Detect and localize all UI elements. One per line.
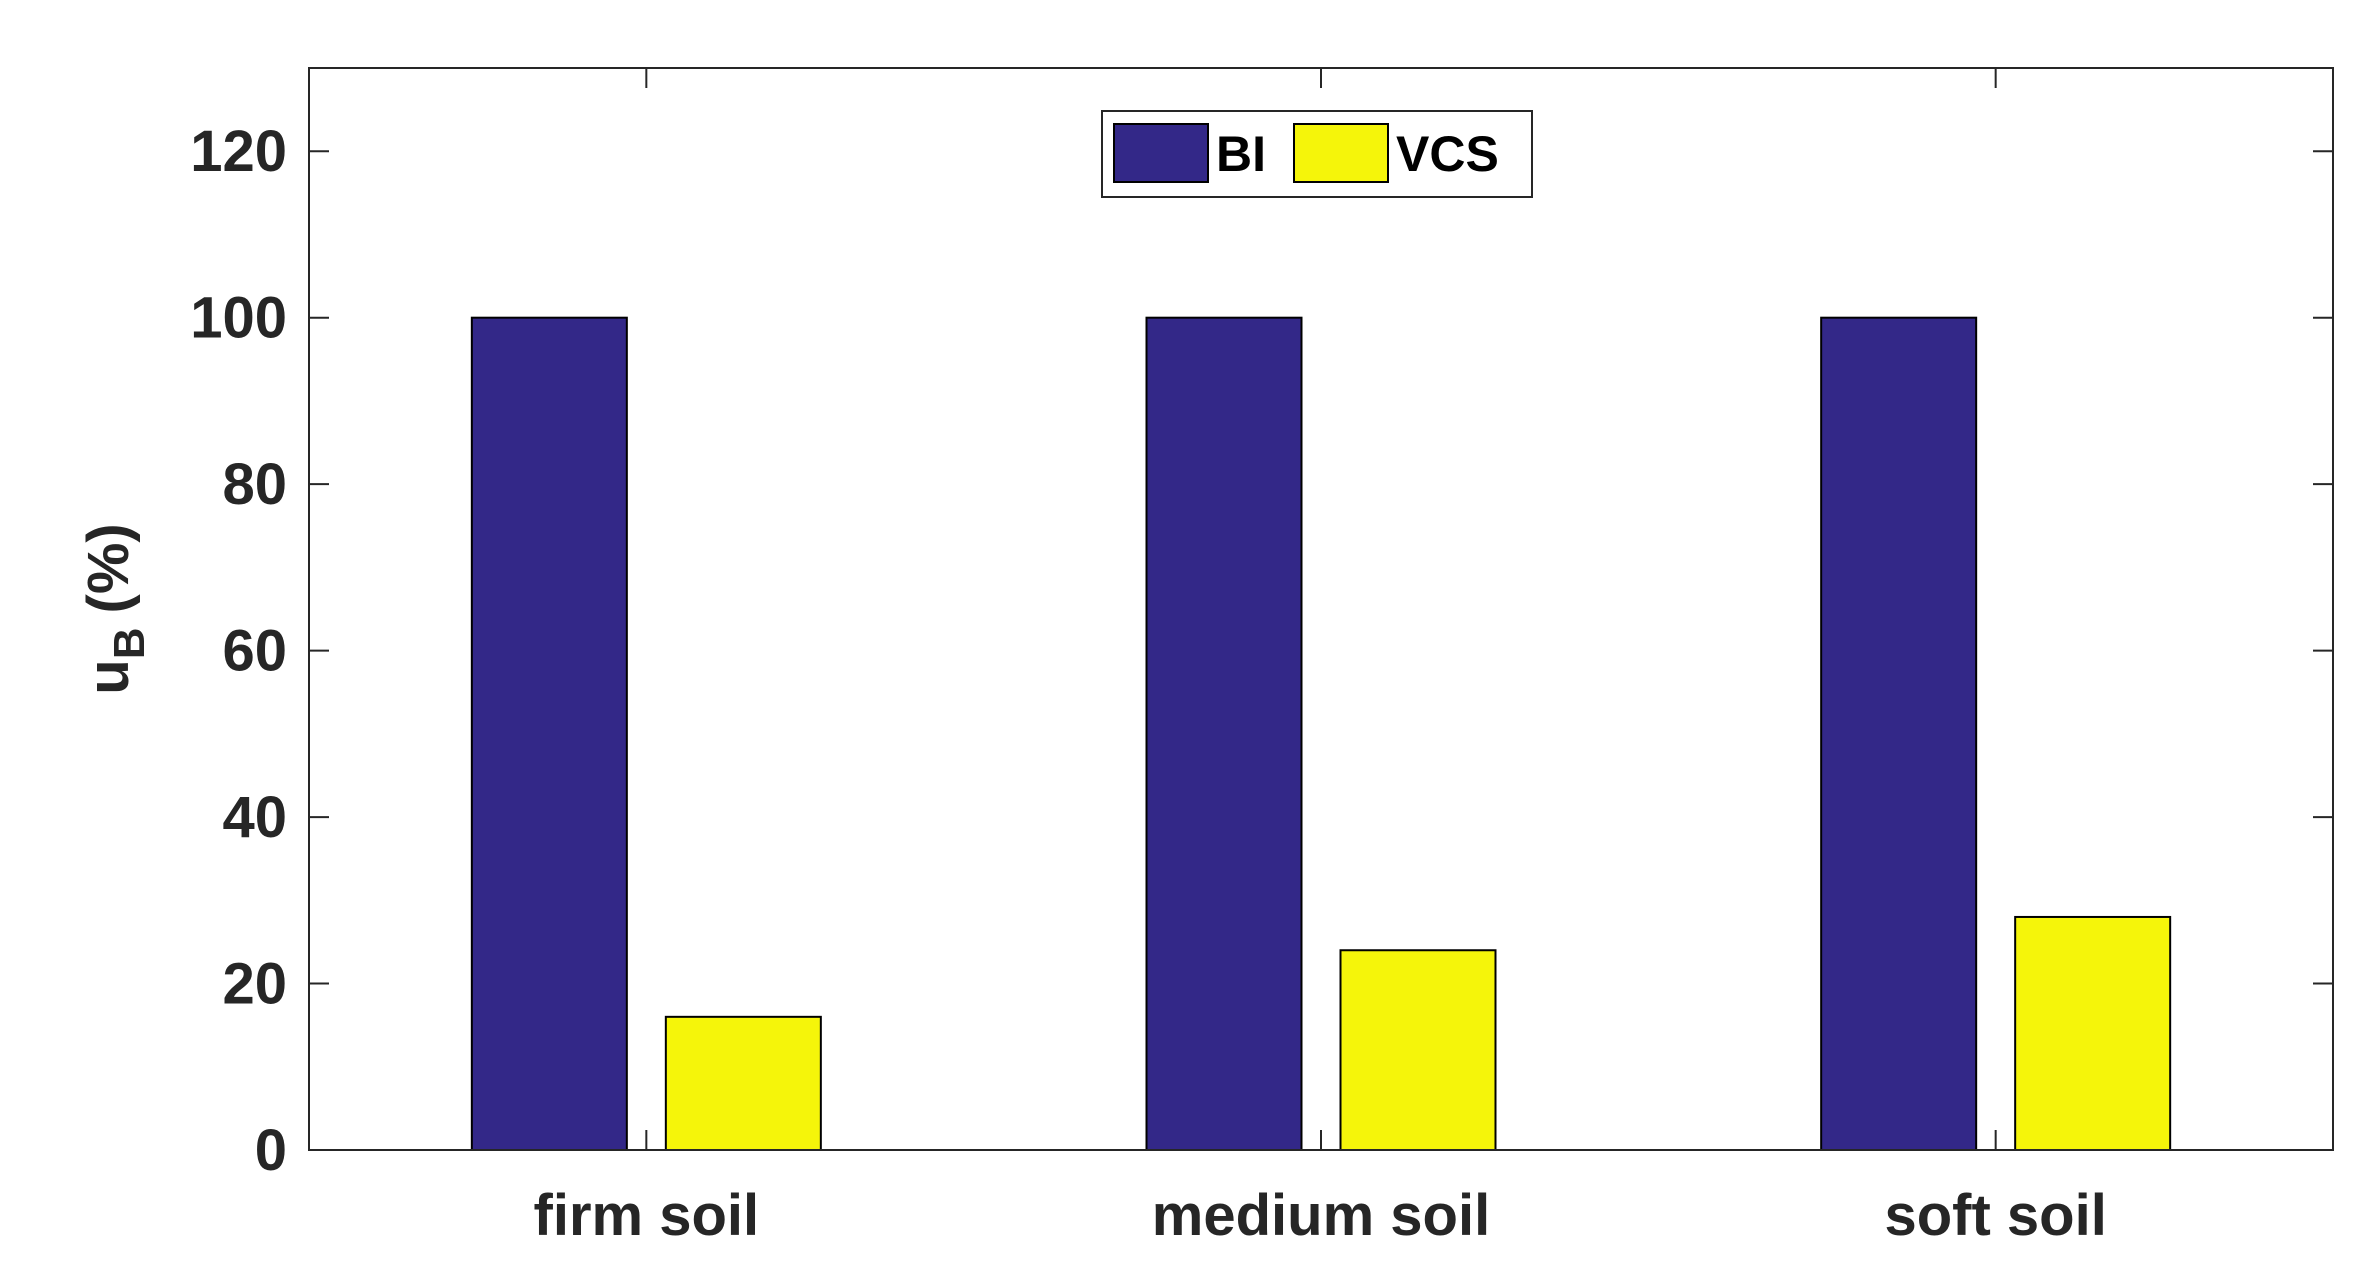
y-axis-label-unit: (%)	[76, 523, 141, 613]
legend: BI VCS	[1101, 110, 1533, 198]
y-tick-labels: 0 20 40 60 80 100 120	[190, 119, 287, 1183]
axes-group	[308, 67, 2334, 1151]
y-axis-label-subscript: B	[105, 627, 154, 659]
y-tick-label: 120	[190, 119, 287, 184]
y-axis-label-main: u	[76, 659, 141, 694]
x-tick-label: medium soil	[1152, 1183, 1490, 1248]
x-tick-label: soft soil	[1884, 1183, 2106, 1248]
legend-label-vcs: VCS	[1396, 126, 1499, 182]
y-tick-label: 100	[190, 286, 287, 351]
bar-bi-2	[1820, 316, 1978, 1151]
y-tick-label: 0	[255, 1118, 287, 1183]
y-tick-label: 80	[222, 452, 287, 517]
legend-swatch-bi	[1113, 123, 1209, 183]
bar-vcs-0	[664, 1015, 822, 1151]
y-axis-label: uB (%)	[76, 523, 154, 694]
plot-area	[309, 68, 2333, 1150]
x-tick-label: firm soil	[534, 1183, 760, 1248]
y-tick-label: 20	[222, 952, 287, 1017]
bar-bi-1	[1145, 316, 1303, 1151]
legend-swatch-vcs	[1293, 123, 1389, 183]
bars-group	[470, 316, 2172, 1152]
bar-bi-0	[470, 316, 628, 1151]
bar-vcs-1	[1339, 949, 1497, 1151]
x-tick-labels: firm soil medium soil soft soil	[534, 1183, 2107, 1248]
bar-vcs-2	[2014, 915, 2172, 1152]
y-tick-label: 40	[222, 785, 287, 850]
y-tick-label: 60	[222, 619, 287, 684]
legend-label-bi: BI	[1216, 126, 1266, 182]
